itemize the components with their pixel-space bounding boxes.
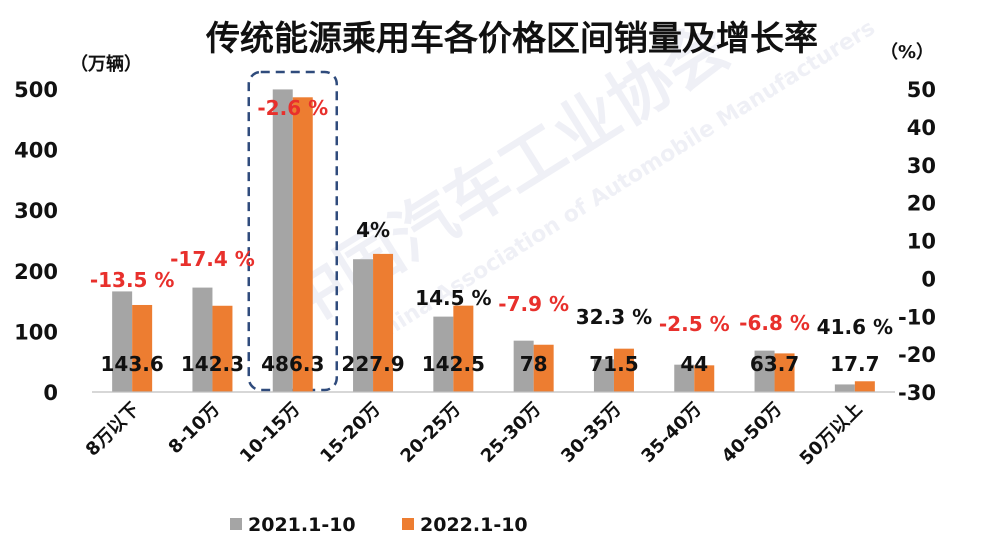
bar-2022.1-10-50万以上 — [854, 381, 875, 392]
x-tick-label: 30-35万 — [557, 399, 625, 467]
bar-2021.1-10-8万以下 — [112, 291, 133, 392]
bar-2022.1-10-8-10万 — [212, 305, 233, 392]
bar-2021.1-10-35-40万 — [674, 364, 695, 392]
left-axis-unit: （万辆） — [70, 53, 142, 75]
x-tick-label: 8万以下 — [82, 399, 144, 461]
bar-2022.1-10-40-50万 — [774, 353, 795, 392]
bar-2022.1-10-25-30万 — [533, 344, 554, 392]
value-label: 142.5 — [422, 352, 485, 376]
growth-rate-label: 32.3 % — [576, 305, 652, 329]
value-label: 227.9 — [341, 352, 404, 376]
growth-rate-label: 41.6 % — [817, 315, 893, 339]
growth-rate-label: -6.8 % — [739, 311, 810, 335]
value-label: 44 — [680, 352, 708, 376]
bar-2021.1-10-40-50万 — [754, 350, 775, 392]
x-tick-label: 10-15万 — [236, 399, 304, 467]
value-label: 63.7 — [750, 352, 799, 376]
bar-2022.1-10-15-20万 — [373, 253, 394, 392]
value-label: 143.6 — [101, 352, 164, 376]
chart-title: 传统能源乘用车各价格区间销量及增长率 — [205, 19, 818, 59]
bar-2021.1-10-8-10万 — [192, 287, 213, 392]
value-label: 486.3 — [261, 352, 324, 376]
growth-rate-label: -2.6 % — [257, 96, 328, 120]
right-y-tick: 30 — [907, 154, 936, 178]
x-tick-label: 20-25万 — [397, 399, 465, 467]
bar-2022.1-10-30-35万 — [613, 348, 634, 392]
right-y-tick: 50 — [907, 78, 936, 102]
right-y-tick: -10 — [898, 305, 936, 329]
labels-layer: 143.6 142.3 486.3 227.9 142.5 78 71.5 44 63.7 17.… — [90, 96, 893, 376]
left-y-tick: 400 — [14, 139, 58, 163]
bar-2022.1-10-10-15万 — [292, 97, 313, 393]
growth-rate-label: -2.5 % — [659, 312, 730, 336]
x-tick-label: 25-30万 — [477, 399, 545, 467]
legend: 2021.1-10 2022.1-10 — [230, 514, 528, 536]
legend-swatch — [230, 518, 242, 530]
x-tick-label: 40-50万 — [718, 399, 786, 467]
bar-2021.1-10-15-20万 — [353, 259, 374, 392]
bar-2021.1-10-50万以上 — [834, 384, 855, 392]
bar-2021.1-10-20-25万 — [433, 316, 454, 392]
left-y-tick: 100 — [14, 320, 58, 344]
bars-layer — [112, 89, 875, 393]
legend-swatch — [402, 518, 414, 530]
left-y-tick: 300 — [14, 199, 58, 223]
x-tick-label: 50万以上 — [796, 399, 867, 470]
bar-2021.1-10-25-30万 — [513, 340, 534, 392]
left-y-tick: 0 — [43, 381, 58, 405]
legend-label: 2021.1-10 — [248, 514, 356, 536]
right-y-tick: 40 — [907, 116, 936, 140]
bar-2021.1-10-30-35万 — [593, 359, 614, 392]
growth-rate-label: 14.5 % — [415, 286, 491, 310]
value-label: 17.7 — [830, 352, 879, 376]
right-y-tick: -30 — [898, 381, 936, 405]
bar-2022.1-10-8万以下 — [132, 304, 153, 392]
bar-2022.1-10-20-25万 — [453, 305, 474, 392]
right-axis-unit: （%） — [880, 42, 934, 63]
right-y-tick: 10 — [907, 230, 936, 254]
value-label: 78 — [520, 352, 548, 376]
value-label: 71.5 — [589, 352, 638, 376]
legend-label: 2022.1-10 — [420, 514, 528, 536]
x-tick-label: 35-40万 — [637, 399, 705, 467]
growth-rate-label: -17.4 % — [170, 247, 255, 271]
right-y-tick: 20 — [907, 192, 936, 216]
bar-2022.1-10-35-40万 — [694, 365, 715, 392]
left-y-tick: 500 — [14, 78, 58, 102]
left-y-tick: 200 — [14, 260, 58, 284]
growth-rate-label: -13.5 % — [90, 268, 175, 292]
growth-rate-label: 4% — [356, 218, 390, 242]
bar-2021.1-10-10-15万 — [272, 89, 293, 393]
value-label: 142.3 — [181, 352, 244, 376]
right-y-tick: -20 — [898, 343, 936, 367]
x-tick-label: 8-10万 — [165, 399, 224, 458]
x-tick-label: 15-20万 — [316, 399, 384, 467]
right-y-tick: 0 — [921, 267, 936, 291]
growth-rate-label: -7.9 % — [498, 292, 569, 316]
